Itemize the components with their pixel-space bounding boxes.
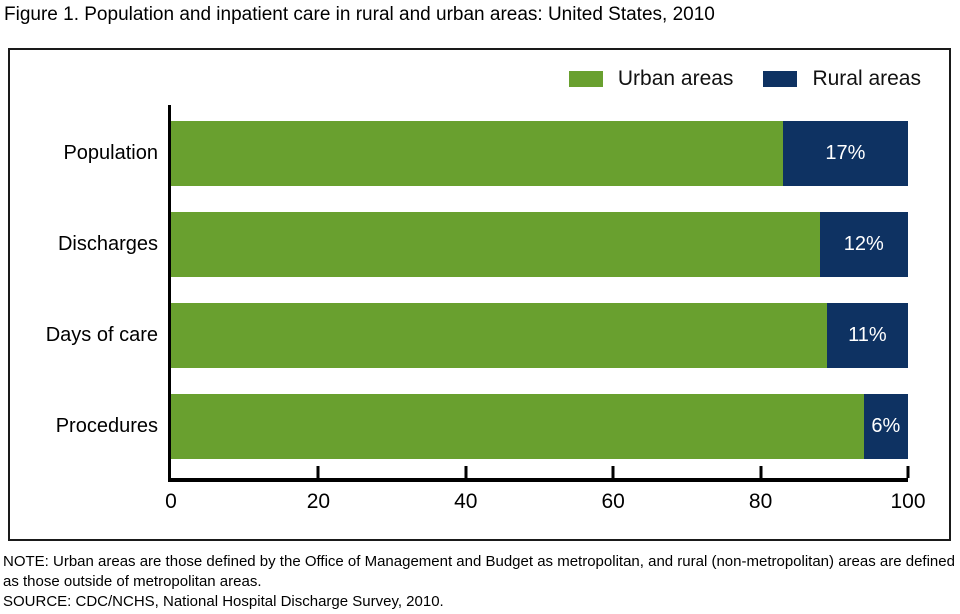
legend-label-rural: Rural areas	[812, 67, 921, 90]
bar-segment-urban	[171, 121, 783, 186]
x-tick-label: 60	[601, 490, 625, 513]
x-tick-label: 40	[454, 490, 478, 513]
x-axis-tick	[759, 466, 763, 478]
x-tick-label: 20	[306, 490, 331, 513]
legend-label-urban: Urban areas	[617, 67, 734, 90]
plot-area: Population 17% Discharges 12% Days of care 11…	[46, 105, 926, 513]
category-label: Days of care	[45, 324, 158, 346]
x-axis-tick	[611, 466, 615, 478]
footnotes: NOTE: Urban areas are those defined by t…	[3, 552, 957, 612]
legend-item-rural: Rural areas	[763, 67, 921, 91]
bar-segment-rural: 6%	[863, 394, 908, 459]
figure-title: Figure 1. Population and inpatient care …	[4, 4, 715, 25]
bar-value-label: 12%	[843, 233, 884, 255]
bar-segment-urban	[171, 303, 827, 368]
source-text: SOURCE: CDC/NCHS, National Hospital Disc…	[3, 593, 444, 610]
note-text: NOTE: Urban areas are those defined by t…	[3, 553, 955, 590]
bar-segment-rural: 12%	[819, 212, 908, 277]
category-label: Population	[63, 142, 158, 164]
bar-segment-urban	[171, 212, 820, 277]
x-tick-label: 80	[748, 490, 773, 513]
bar-row: Discharges 12%	[58, 212, 908, 277]
bar-row: Population 17%	[63, 121, 908, 186]
x-axis-tick	[316, 466, 320, 478]
bar-row: Procedures 6%	[56, 394, 908, 459]
category-label: Procedures	[55, 415, 158, 437]
legend: Urban areas Rural areas	[568, 67, 921, 91]
bar-value-label: 11%	[848, 324, 887, 346]
bar-row: Days of care 11%	[46, 303, 908, 368]
x-tick-label: 0	[165, 490, 177, 513]
x-tick-label: 100	[890, 490, 926, 513]
x-axis-tick	[906, 466, 910, 478]
legend-item-urban: Urban areas	[568, 67, 734, 91]
bar-segment-rural: 11%	[826, 303, 908, 368]
bar-segment-rural: 17%	[782, 121, 908, 186]
urban-swatch-icon	[568, 71, 603, 87]
x-axis-tick	[464, 466, 468, 478]
bar-segment-urban	[171, 394, 864, 459]
bar-value-label: 6%	[871, 415, 901, 437]
rural-swatch-icon	[763, 71, 798, 87]
bar-value-label: 17%	[825, 142, 866, 164]
category-label: Discharges	[57, 233, 158, 255]
chart-frame: Urban areas Rural areas Population 17% Dis…	[8, 48, 951, 541]
